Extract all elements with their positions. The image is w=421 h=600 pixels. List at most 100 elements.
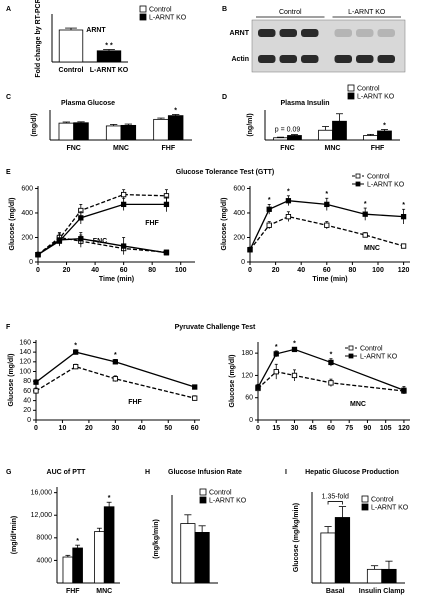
point bbox=[324, 201, 330, 208]
point bbox=[112, 376, 119, 382]
y-tick-label: 120 bbox=[241, 372, 253, 379]
point bbox=[78, 236, 84, 242]
point bbox=[255, 384, 261, 390]
panel-letter: A bbox=[6, 6, 11, 13]
group-label: MNC bbox=[350, 401, 366, 408]
x-tick-label: MNC bbox=[113, 145, 129, 152]
bracket bbox=[327, 501, 343, 505]
chart-title: Hepatic Glucose Production bbox=[305, 469, 399, 476]
blot-band bbox=[301, 29, 319, 37]
bar bbox=[332, 120, 347, 141]
x-tick-label: 0 bbox=[36, 267, 40, 274]
y-axis-label: Glucose (mg/kg/min) bbox=[293, 503, 300, 572]
annotation: * bbox=[364, 201, 367, 208]
legend-marker bbox=[348, 353, 354, 359]
legend-label: L-ARNT KO bbox=[371, 504, 409, 511]
y-tick-label: 180 bbox=[241, 350, 253, 357]
y-axis-label: (mg/kg/min) bbox=[153, 519, 160, 559]
line bbox=[35, 351, 195, 388]
point bbox=[400, 243, 407, 249]
y-tick-label: 0 bbox=[27, 417, 31, 424]
bar bbox=[381, 568, 397, 584]
blot-band bbox=[356, 29, 374, 37]
annotation: * bbox=[383, 122, 386, 129]
legend-swatch bbox=[347, 84, 355, 92]
legend-label: Control bbox=[209, 489, 232, 496]
x-tick-label: 0 bbox=[256, 425, 260, 432]
point bbox=[291, 346, 298, 353]
bar bbox=[320, 532, 336, 584]
x-tick-label: FNC bbox=[280, 145, 294, 152]
legend-label: L-ARNT KO bbox=[357, 93, 395, 100]
annotation: * bbox=[287, 189, 290, 196]
bar bbox=[377, 130, 392, 141]
y-tick-label: 0 bbox=[249, 417, 253, 424]
x-tick-label: 50 bbox=[164, 425, 172, 432]
y-tick-label: 12,000 bbox=[31, 512, 53, 519]
annotation: * bbox=[293, 340, 296, 347]
x-tick-label: 120 bbox=[398, 425, 410, 432]
x-tick-label: 100 bbox=[372, 267, 384, 274]
x-tick-label: 30 bbox=[111, 425, 119, 432]
y-tick-label: 400 bbox=[233, 210, 245, 217]
legend-label: Control bbox=[360, 345, 383, 352]
point bbox=[328, 380, 334, 386]
annotation: 1.35-fold bbox=[322, 493, 349, 500]
blot-band bbox=[258, 29, 276, 37]
legend-label: Control bbox=[371, 496, 394, 503]
legend-swatch bbox=[347, 92, 355, 100]
chart-title: Pyruvate Challenge Test bbox=[175, 324, 256, 331]
bar bbox=[103, 506, 115, 584]
legend-swatch bbox=[139, 13, 147, 21]
x-tick-label: 40 bbox=[138, 425, 146, 432]
x-tick-label: FHF bbox=[162, 145, 176, 152]
chart-title: Glucose Infusion Rate bbox=[168, 469, 242, 476]
x-tick-label: 10 bbox=[59, 425, 67, 432]
blot-group-label: Control bbox=[279, 9, 302, 16]
x-tick-label: 40 bbox=[91, 267, 99, 274]
y-axis-label: Glucose (mg/dl) bbox=[8, 354, 15, 407]
x-tick-label: MNC bbox=[96, 588, 112, 595]
y-tick-label: 120 bbox=[19, 359, 31, 366]
blot-row-label: Actin bbox=[232, 56, 250, 63]
y-axis-label: Glucose (mg/dl) bbox=[9, 198, 16, 251]
group-label: MNC bbox=[364, 245, 380, 252]
panel-letter: G bbox=[6, 469, 12, 476]
annotation: p = 0.09 bbox=[275, 126, 301, 133]
legend-swatch bbox=[199, 488, 207, 496]
x-tick-label: 90 bbox=[364, 425, 372, 432]
legend-marker bbox=[348, 345, 354, 351]
legend-label: Control bbox=[357, 85, 380, 92]
bar bbox=[318, 129, 333, 141]
line bbox=[249, 200, 404, 251]
blot-band bbox=[334, 29, 352, 37]
point bbox=[120, 201, 127, 208]
point bbox=[120, 191, 127, 198]
annotation: * * bbox=[105, 42, 113, 49]
legend-label: Control bbox=[367, 173, 390, 180]
point bbox=[33, 388, 39, 394]
x-tick-label: 40 bbox=[297, 267, 305, 274]
panel-letter: E bbox=[6, 169, 11, 176]
x-tick-label: 80 bbox=[349, 267, 357, 274]
point bbox=[78, 215, 84, 221]
point bbox=[324, 222, 330, 228]
x-tick-label: 0 bbox=[248, 267, 252, 274]
panel-letter: B bbox=[222, 6, 227, 13]
point bbox=[362, 232, 368, 238]
x-tick-label: Insulin Clamp bbox=[359, 588, 405, 595]
annotation: * bbox=[268, 197, 271, 204]
legend-label: L-ARNT KO bbox=[149, 14, 187, 21]
x-tick-label: 20 bbox=[272, 267, 280, 274]
bar bbox=[287, 135, 302, 141]
blot-band bbox=[301, 55, 319, 63]
legend-label: L-ARNT KO bbox=[360, 353, 398, 360]
x-axis-label: Time (min) bbox=[99, 276, 134, 283]
x-tick-label: 60 bbox=[191, 425, 199, 432]
point bbox=[362, 211, 368, 217]
chart-title: Plasma Glucose bbox=[61, 100, 115, 107]
point bbox=[73, 364, 79, 370]
annotation: * bbox=[275, 344, 278, 351]
y-axis-label: Fold change by RT-PCR bbox=[35, 0, 42, 78]
